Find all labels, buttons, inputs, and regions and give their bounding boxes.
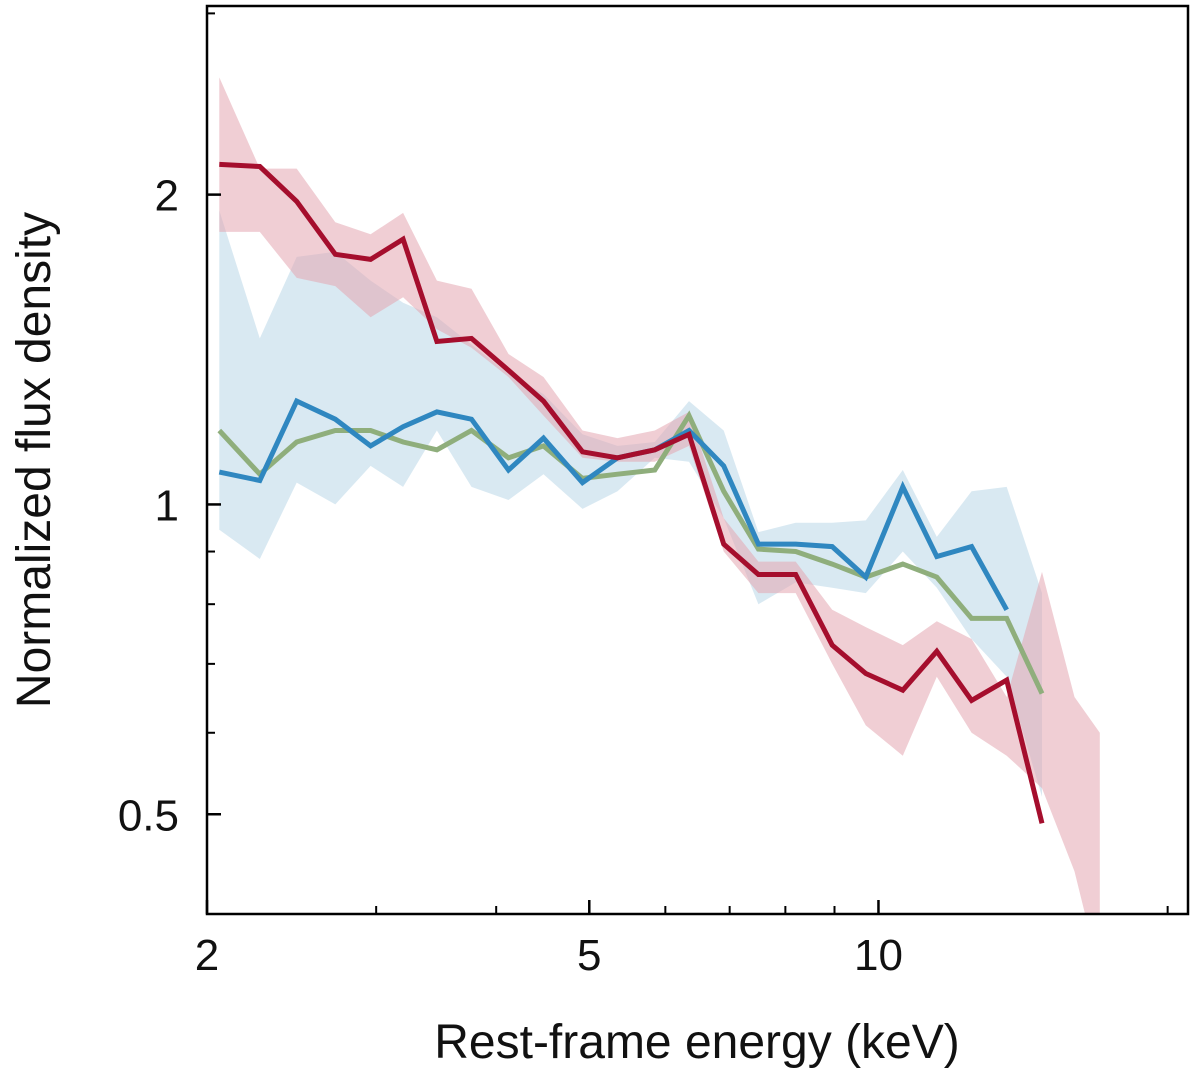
confidence-bands [219, 77, 1100, 914]
y-axis-ticks: 0.5 1 2 [118, 12, 221, 840]
band-red-band [219, 77, 1100, 914]
x-tick-label: 10 [854, 931, 903, 980]
y-tick-label: 2 [155, 172, 179, 221]
band-blue-band [219, 210, 1043, 797]
x-tick-label: 5 [577, 931, 601, 980]
x-axis-title: Rest-frame energy (keV) [434, 1016, 960, 1069]
x-axis-ticks: 2 5 10 [195, 900, 1169, 980]
line-green-line [217, 410, 1045, 695]
x-tick-label: 2 [195, 931, 219, 980]
y-tick-label: 0.5 [118, 791, 179, 840]
y-axis-title: Normalized flux density [8, 212, 61, 708]
y-tick-label: 1 [155, 481, 179, 530]
line-red-line [219, 161, 1045, 824]
series-lines [217, 161, 1045, 824]
plot-frame [205, 4, 1190, 916]
